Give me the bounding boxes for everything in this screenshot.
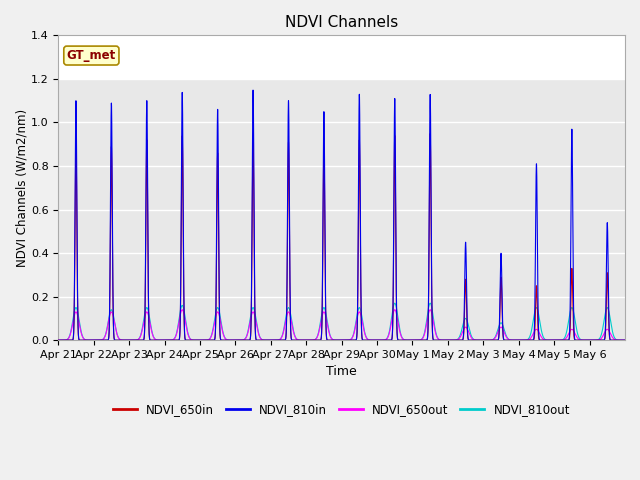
NDVI_810in: [157, 337, 165, 343]
NDVI_650in: [423, 337, 431, 343]
NDVI_650in: [157, 337, 165, 343]
NDVI_810out: [477, 337, 485, 343]
Line: NDVI_650out: NDVI_650out: [58, 310, 625, 340]
Y-axis label: NDVI Channels (W/m2/nm): NDVI Channels (W/m2/nm): [15, 108, 28, 267]
NDVI_650in: [394, 337, 402, 343]
X-axis label: Time: Time: [326, 365, 357, 379]
NDVI_650out: [271, 337, 278, 343]
NDVI_810in: [621, 337, 629, 343]
NDVI_650out: [621, 337, 629, 343]
Text: GT_met: GT_met: [67, 49, 116, 62]
NDVI_650in: [520, 337, 528, 343]
NDVI_810out: [520, 337, 528, 343]
Title: NDVI Channels: NDVI Channels: [285, 15, 398, 30]
NDVI_810in: [477, 337, 485, 343]
NDVI_810in: [249, 87, 257, 93]
NDVI_650in: [477, 337, 485, 343]
NDVI_650out: [477, 337, 485, 343]
NDVI_810in: [394, 337, 402, 343]
NDVI_650out: [391, 307, 399, 312]
NDVI_810in: [423, 337, 431, 343]
Bar: [58, 36, 625, 79]
NDVI_810in: [54, 337, 62, 343]
NDVI_810out: [271, 337, 278, 343]
NDVI_650in: [271, 337, 278, 343]
NDVI_810out: [157, 337, 165, 343]
NDVI_810in: [271, 337, 279, 343]
NDVI_810out: [394, 317, 402, 323]
NDVI_650in: [621, 337, 629, 343]
NDVI_650in: [54, 337, 62, 343]
NDVI_650out: [157, 337, 165, 343]
NDVI_650out: [54, 337, 62, 343]
NDVI_810out: [423, 315, 431, 321]
Line: NDVI_810in: NDVI_810in: [58, 90, 625, 340]
NDVI_810out: [54, 337, 62, 343]
NDVI_650in: [426, 131, 434, 136]
NDVI_810out: [621, 337, 629, 343]
NDVI_810out: [391, 300, 399, 306]
Line: NDVI_650in: NDVI_650in: [58, 133, 625, 340]
NDVI_810in: [520, 337, 528, 343]
Legend: NDVI_650in, NDVI_810in, NDVI_650out, NDVI_810out: NDVI_650in, NDVI_810in, NDVI_650out, NDV…: [109, 398, 575, 420]
NDVI_650out: [423, 319, 431, 325]
NDVI_650out: [394, 321, 402, 326]
NDVI_650out: [520, 337, 528, 343]
Line: NDVI_810out: NDVI_810out: [58, 303, 625, 340]
